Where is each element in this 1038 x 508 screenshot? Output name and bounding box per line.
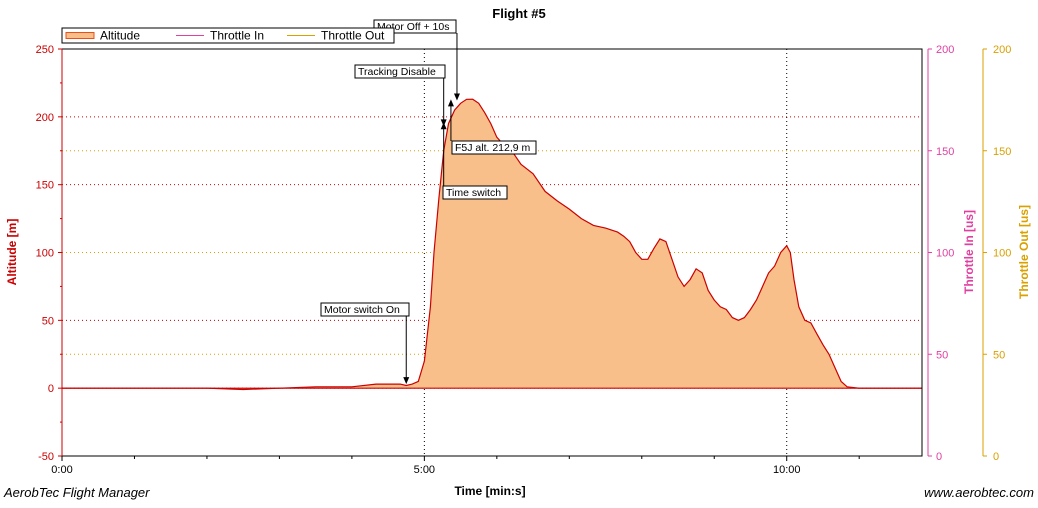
chart-title: Flight #5 (492, 6, 545, 21)
annotation-box (354, 64, 446, 79)
annotation-box (320, 302, 410, 317)
legend-label: Altitude (100, 29, 140, 43)
footer-website: www.aerobtec.com (924, 485, 1034, 500)
plot-series (62, 98, 922, 391)
annotation: Time switch (440, 122, 508, 200)
annotation-arrowhead (447, 99, 454, 107)
annotation-arrowhead (403, 377, 410, 385)
throttle-out-tick-label: 50 (993, 349, 1005, 361)
annotation-label: Time switch (446, 187, 501, 199)
throttle-out-tick-label: 100 (993, 248, 1011, 260)
y-tick-label: 150 (36, 180, 54, 192)
annotation-arrowhead (440, 122, 447, 130)
throttle-in-tick-label: 100 (936, 248, 954, 260)
throttle-in-tick-label: 50 (936, 349, 948, 361)
annotation-label: Tracking Disable (358, 66, 436, 78)
legend: Altitude Throttle In Throttle Out (61, 27, 395, 44)
throttle-out-tick-label: 0 (993, 451, 999, 463)
throttle-in-axis-label: Throttle In [us] (962, 210, 976, 294)
y-tick-label: 0 (48, 383, 54, 395)
annotation: F5J alt. 212,9 m (447, 99, 537, 155)
legend-label: Throttle Out (321, 29, 385, 43)
legend-box (61, 27, 395, 44)
y-tick-label: -50 (38, 451, 54, 463)
annotations: Motor switch On Tracking Disable Motor Off… (320, 19, 537, 385)
x-tick-label: 5:00 (414, 464, 435, 476)
x-tick-label: 10:00 (773, 464, 801, 476)
throttle-in-tick-label: 150 (936, 146, 954, 158)
altitude-area-fill (62, 99, 922, 390)
x-axis-label: Time [min:s] (454, 484, 525, 498)
annotation-label: F5J alt. 212,9 m (455, 142, 531, 154)
throttle-in-tick-label: 200 (936, 44, 954, 56)
annotation-box (451, 140, 537, 155)
annotation-label: Motor switch On (324, 304, 400, 316)
annotation-box (442, 185, 508, 200)
y-tick-label: 50 (42, 315, 54, 327)
y-tick-label: 250 (36, 44, 54, 56)
altitude-series-line (62, 98, 922, 391)
y-tick-label: 200 (36, 112, 54, 124)
annotation-arrowhead (453, 93, 460, 101)
footer-app-name: AerobTec Flight Manager (4, 485, 150, 500)
legend-swatch-altitude (65, 32, 95, 39)
throttle-out-tick-label: 150 (993, 146, 1011, 158)
annotation-label: Motor Off + 10s (377, 21, 449, 33)
axes: -50 0 50 100 150 200 250 0:00 5:00 10:00 0 50 100 150… (36, 44, 1012, 476)
throttle-out-axis-label: Throttle Out [us] (1017, 205, 1031, 299)
annotation: Tracking Disable (354, 64, 447, 127)
y-tick-label: 100 (36, 248, 54, 260)
throttle-in-tick-label: 0 (936, 451, 942, 463)
legend-label: Throttle In (210, 29, 264, 43)
y-axis-label: Altitude [m] (5, 219, 19, 286)
annotation: Motor switch On (320, 302, 410, 385)
x-tick-label: 0:00 (51, 464, 72, 476)
throttle-out-tick-label: 200 (993, 44, 1011, 56)
